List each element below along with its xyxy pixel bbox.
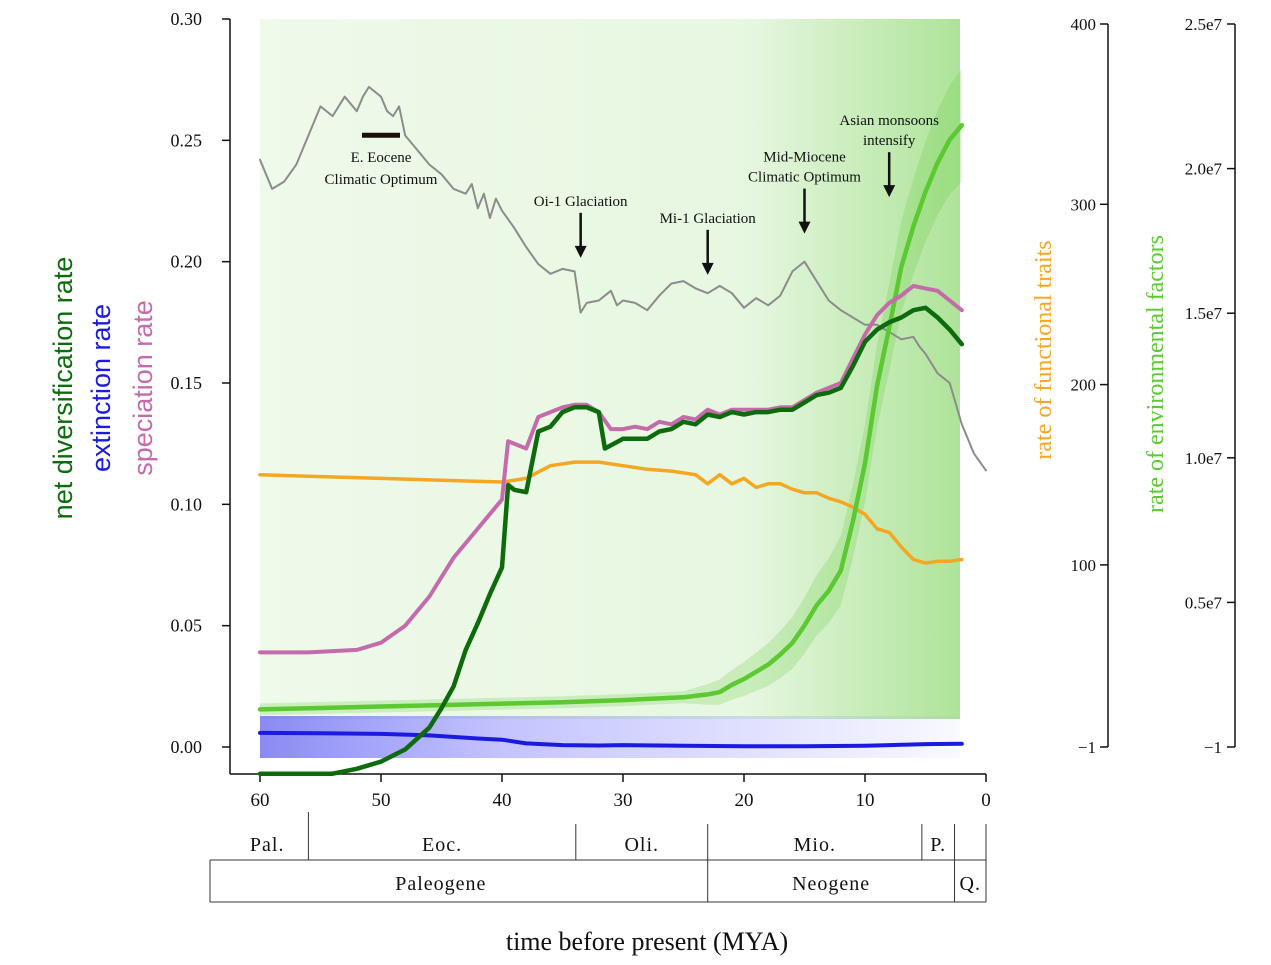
extinction-rate-line <box>258 730 964 749</box>
epoch-label: Pal. <box>250 834 285 856</box>
annotation-label: Mi-1 Glaciation <box>660 211 757 227</box>
left-axis-label-speciation: speciation rate <box>128 300 158 476</box>
environmental-axis-label: rate of environmental factors <box>1143 235 1169 513</box>
series-layer <box>257 85 987 776</box>
epoch-label: P. <box>930 834 946 856</box>
environmental-axis-tick-label: 2.5e7 <box>1185 15 1223 34</box>
environmental-axis-tick-label: 0.5e7 <box>1185 593 1223 612</box>
period-label: Paleogene <box>395 873 486 895</box>
left-axis-tick-label: 0.30 <box>171 9 203 29</box>
annotation-label: Climatic Optimum <box>748 170 861 186</box>
left-axis-tick-label: 0.10 <box>171 494 203 514</box>
environmental-factors-axis: 2.5e7 2.0e7 1.5e7 1.0e7 0.5e7 −1 <box>1185 15 1236 757</box>
environmental-axis-tick-label: 1.0e7 <box>1185 449 1223 468</box>
rate-of-functional-traits-line <box>258 460 964 565</box>
annotation-arrow-head <box>883 185 896 198</box>
x-axis-tick-label: 10 <box>856 790 875 811</box>
x-axis-tick-label: 0 <box>981 790 991 811</box>
left-axis-tick-label: 0.05 <box>171 616 203 636</box>
left-y-axis: 0.30 0.25 0.20 0.15 0.10 0.05 0.00 <box>171 9 231 774</box>
left-axis-tick-label: 0.00 <box>171 737 203 757</box>
extinction-uncertainty-band <box>260 716 960 758</box>
period-label: Q. <box>960 873 981 895</box>
geologic-timescale: Pal. Eoc. Oli. Mio. P. Paleogene Neogene Q. <box>209 812 987 903</box>
environmental-axis-tick-label: −1 <box>1204 738 1222 757</box>
annotation-label: Asian monsoons <box>839 113 939 129</box>
environmental-axis-tick-label: 1.5e7 <box>1185 304 1223 323</box>
annotation-arrow-head <box>798 221 811 234</box>
traits-axis-label: rate of functional traits <box>1031 240 1057 459</box>
traits-axis-tick-label: −1 <box>1078 738 1096 757</box>
x-axis-tick-label: 60 <box>251 790 270 811</box>
annotations: E. Eocene Climatic Optimum Oi-1 Glaciation… <box>325 113 939 275</box>
annotation-label: Oi-1 Glaciation <box>534 194 628 210</box>
x-axis-tick-label: 50 <box>372 790 391 811</box>
epoch-label: Mio. <box>794 834 836 856</box>
left-axis-label-extinction: extinction rate <box>86 304 116 472</box>
annotation-label: Climatic Optimum <box>325 172 438 188</box>
epoch-label: Eoc. <box>422 834 462 856</box>
annotation-label: E. Eocene <box>351 150 412 166</box>
traits-axis-tick-label: 400 <box>1071 15 1097 34</box>
x-axis-label: time before present (MYA) <box>506 927 788 956</box>
epoch-label: Oli. <box>624 834 659 856</box>
net-diversification-rate-line <box>257 305 965 776</box>
environmental-axis-tick-label: 2.0e7 <box>1185 160 1223 179</box>
x-axis-tick-label: 20 <box>735 790 754 811</box>
temperature-line <box>259 85 987 472</box>
period-label: Neogene <box>792 873 870 895</box>
traits-axis-tick-label: 300 <box>1071 195 1097 214</box>
x-axis-tick-label: 30 <box>614 790 633 811</box>
annotation-arrow-head <box>574 245 587 258</box>
x-axis-tick-label: 40 <box>493 790 512 811</box>
left-axis-tick-label: 0.15 <box>171 373 203 393</box>
left-axis-titles: net diversification rate extinction rate… <box>48 257 158 520</box>
annotation-arrow-head <box>701 262 714 275</box>
left-axis-label-net-diversification: net diversification rate <box>48 257 78 520</box>
annotation-label: intensify <box>863 133 916 149</box>
functional-traits-axis: 400 300 200 100 −1 <box>1071 15 1109 757</box>
x-axis: 60 50 40 30 20 10 0 <box>230 773 991 811</box>
traits-axis-tick-label: 100 <box>1071 556 1097 575</box>
annotation-label: Mid-Miocene <box>763 150 846 166</box>
rate-of-environmental-factors-line <box>257 122 965 712</box>
speciation-rate-line <box>258 283 964 655</box>
left-axis-tick-label: 0.20 <box>171 252 203 272</box>
left-axis-tick-label: 0.25 <box>171 130 203 150</box>
traits-axis-tick-label: 200 <box>1071 376 1097 395</box>
